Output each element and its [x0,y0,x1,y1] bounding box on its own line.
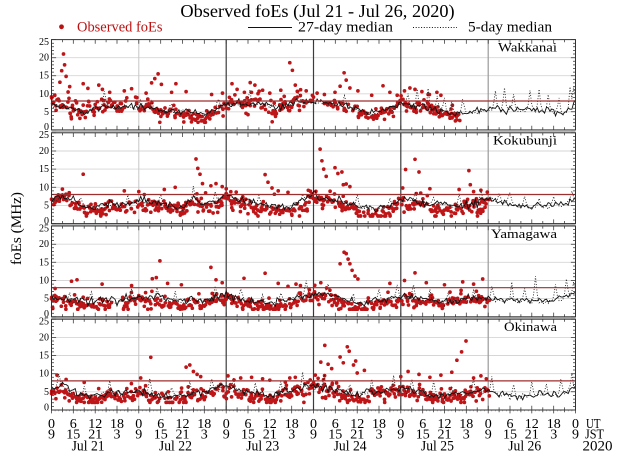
svg-text:0: 0 [485,417,492,432]
svg-text:18: 18 [372,417,386,432]
svg-text:20: 20 [39,239,49,250]
svg-text:5: 5 [44,107,49,118]
svg-text:3: 3 [114,428,121,443]
svg-text:12: 12 [263,417,277,432]
svg-text:10: 10 [39,276,49,287]
svg-text:5-day median: 5-day median [468,20,553,36]
svg-text:9: 9 [310,428,317,443]
svg-text:25: 25 [39,317,49,328]
svg-text:6: 6 [70,417,77,432]
svg-text:12: 12 [350,417,364,432]
svg-text:15: 15 [39,71,49,82]
svg-text:9: 9 [397,428,404,443]
svg-text:21: 21 [525,428,539,443]
svg-text:5: 5 [44,387,49,398]
svg-text:12: 12 [525,417,539,432]
svg-text:5: 5 [44,200,49,211]
svg-text:10: 10 [39,182,49,193]
svg-text:25: 25 [39,130,49,141]
svg-text:0: 0 [44,402,49,413]
svg-text:25: 25 [39,223,49,234]
svg-text:0: 0 [135,417,142,432]
svg-text:Jul 24: Jul 24 [334,439,368,455]
svg-text:6: 6 [245,417,252,432]
svg-text:3: 3 [288,428,295,443]
svg-text:18: 18 [197,417,211,432]
svg-text:10: 10 [39,369,49,380]
svg-text:6: 6 [157,417,164,432]
svg-text:0: 0 [44,309,49,320]
svg-text:Observed foEs: Observed foEs [77,20,163,36]
svg-text:25: 25 [39,37,49,48]
svg-text:3: 3 [201,428,208,443]
svg-text:20: 20 [39,53,49,64]
svg-text:0: 0 [44,122,49,133]
svg-text:Jul 23: Jul 23 [246,439,279,455]
svg-text:10: 10 [39,89,49,100]
svg-text:Okinawa: Okinawa [504,320,557,334]
svg-text:20: 20 [39,146,49,157]
svg-text:3: 3 [463,428,470,443]
svg-text:21: 21 [350,428,364,443]
svg-text:18: 18 [285,417,299,432]
svg-text:6: 6 [507,417,514,432]
svg-text:2020: 2020 [583,439,613,455]
svg-text:18: 18 [547,417,561,432]
svg-text:JST: JST [585,427,605,442]
svg-text:15: 15 [503,428,517,443]
svg-text:18: 18 [459,417,473,432]
svg-text:3: 3 [376,428,383,443]
svg-text:Wakkanai: Wakkanai [498,40,558,54]
svg-text:Jul 25: Jul 25 [421,439,454,455]
svg-text:27-day median: 27-day median [298,20,394,36]
svg-text:15: 15 [39,164,49,175]
svg-text:9: 9 [223,428,230,443]
svg-text:UT: UT [586,416,601,431]
svg-text:Jul 21: Jul 21 [72,439,105,455]
svg-text:20: 20 [39,332,49,343]
svg-text:12: 12 [438,417,452,432]
svg-text:15: 15 [416,428,430,443]
svg-text:9: 9 [572,428,579,443]
svg-text:12: 12 [176,417,190,432]
svg-text:0: 0 [572,417,579,432]
svg-text:5: 5 [44,294,49,305]
svg-text:3: 3 [550,428,557,443]
svg-text:21: 21 [438,428,452,443]
svg-text:15: 15 [154,428,168,443]
svg-text:15: 15 [39,351,49,362]
svg-text:15: 15 [241,428,255,443]
svg-text:Yamagawa: Yamagawa [491,227,557,241]
svg-text:21: 21 [263,428,277,443]
svg-text:Kokubunji: Kokubunji [493,134,558,148]
svg-text:15: 15 [39,257,49,268]
svg-text:21: 21 [88,428,102,443]
svg-text:9: 9 [48,428,55,443]
svg-text:0: 0 [44,216,49,227]
svg-text:6: 6 [419,417,426,432]
svg-text:9: 9 [485,428,492,443]
svg-text:18: 18 [110,417,124,432]
svg-text:0: 0 [310,417,317,432]
svg-text:Jul 26: Jul 26 [508,439,541,455]
svg-text:6: 6 [332,417,339,432]
svg-text:Jul 22: Jul 22 [159,439,192,455]
svg-text:0: 0 [397,417,404,432]
svg-text:9: 9 [135,428,142,443]
svg-text:0: 0 [223,417,230,432]
svg-text:21: 21 [176,428,190,443]
svg-text:0: 0 [48,417,55,432]
svg-text:15: 15 [66,428,80,443]
svg-text:Observed foEs (Jul 21 - Jul 26: Observed foEs (Jul 21 - Jul 26, 2020) [180,1,454,22]
svg-text:12: 12 [88,417,102,432]
svg-text:foEs (MHz): foEs (MHz) [9,192,25,265]
svg-text:15: 15 [328,428,342,443]
